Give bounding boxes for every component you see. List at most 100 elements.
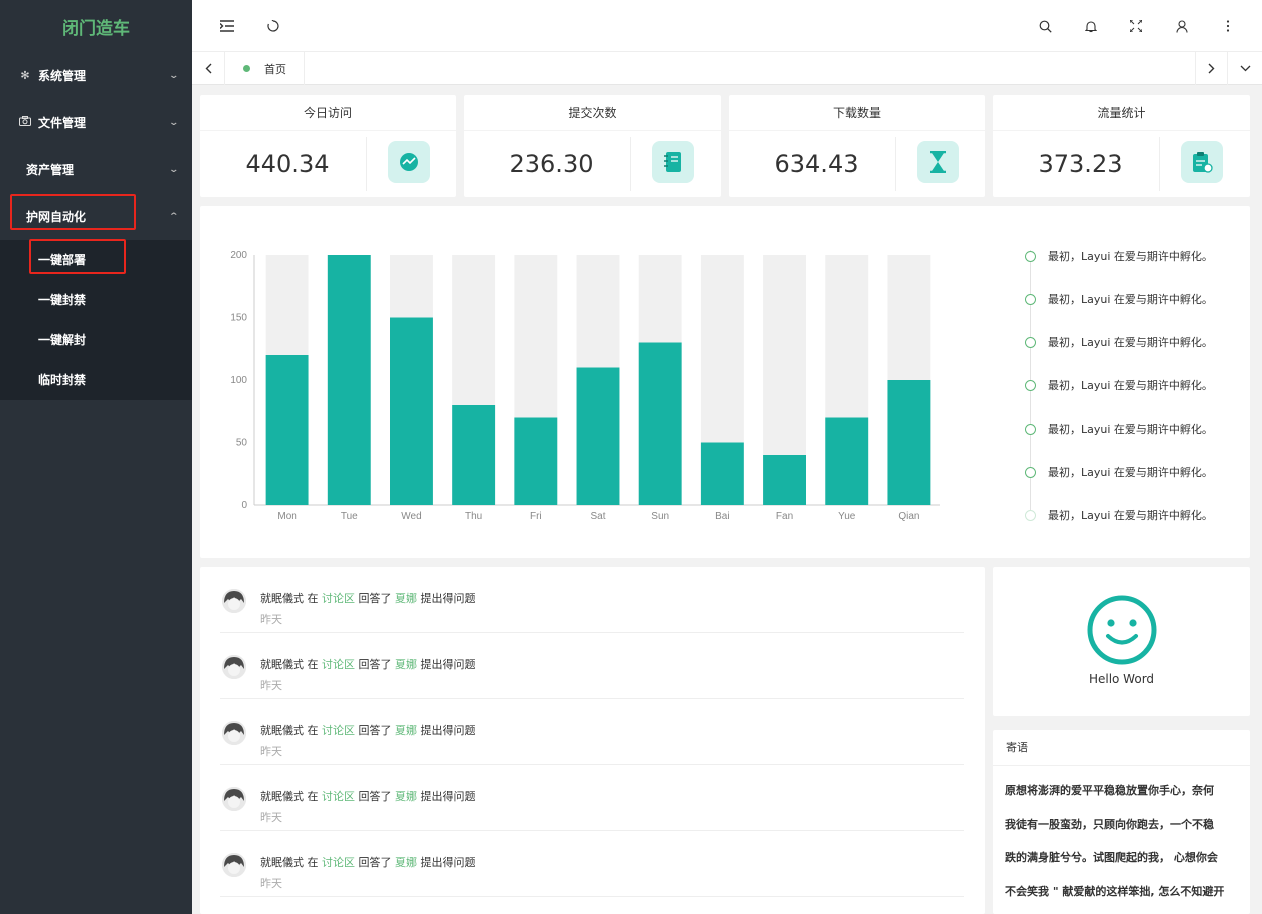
x-tick-label: Thu [465,511,482,522]
activity-link[interactable]: 讨论区 [322,790,355,803]
x-tick-label: Bai [715,511,729,522]
menu-fold-icon[interactable] [216,15,238,37]
sidebar-item-label: 系统管理 [38,69,87,83]
more-icon[interactable] [1217,15,1239,37]
tab-home[interactable]: 首页 [225,52,305,85]
activity-text: 就眠儀式 在 讨论区 回答了 夏娜 提出得问题 [260,722,476,738]
timeline: 最初，Layui 在爱与期许中孵化。 最初，Layui 在爱与期许中孵化。 最初… [1025,246,1245,536]
bar [825,417,869,505]
stat-card-traffic: 流量统计 373.23 [993,95,1250,197]
sidebar-item-system[interactable]: ✻ 系统管理 ⌄ [0,52,192,99]
activity-text: 就眠儀式 在 讨论区 回答了 夏娜 提出得问题 [260,656,476,672]
timeline-text: 最初，Layui 在爱与期许中孵化。 [1048,379,1213,392]
activity-word: 在 [307,592,319,605]
message-line: 跌的满身脏兮兮。试图爬起的我， 心想你会 [1005,851,1218,864]
user-icon[interactable] [1171,15,1193,37]
hello-text: Hello Word [1088,672,1155,686]
activity-link[interactable]: 讨论区 [322,658,355,671]
bar [700,442,744,505]
activity-word: 回答了 [358,856,392,869]
x-tick-label: Mon [277,511,296,522]
stat-title: 今日访问 [200,95,456,131]
stat-title: 提交次数 [464,95,721,131]
avatar[interactable] [222,853,246,877]
x-tick-label: Sun [651,511,669,522]
activity-word: 提出得问题 [420,592,476,605]
activity-word: 回答了 [358,592,392,605]
message-title: 寄语 [993,730,1250,766]
tabs-dropdown-button[interactable] [1229,52,1262,85]
tabs-prev-button[interactable] [192,52,225,85]
x-tick-label: Fri [530,511,542,522]
avatar[interactable] [222,721,246,745]
bell-icon[interactable] [1080,15,1102,37]
divider [366,137,367,191]
activity-user[interactable]: 就眠儀式 [260,856,304,869]
x-tick-label: Qian [898,511,919,522]
app-logo[interactable]: 闭门造车 [62,19,130,39]
divider [895,137,896,191]
activity-link[interactable]: 夏娜 [395,592,417,605]
message-card: 寄语 原想将澎湃的爱平平稳稳放置你手心，奈何 我徒有一股蛮劲，只顾向你跑去，一个… [993,730,1250,914]
sidebar-item-files[interactable]: 文件管理 ⌄ [0,99,192,146]
activity-word: 回答了 [358,724,392,737]
activity-link[interactable]: 讨论区 [322,856,355,869]
message-body: 原想将澎湃的爱平平稳稳放置你手心，奈何 我徒有一股蛮劲，只顾向你跑去，一个不稳 … [993,766,1250,914]
submenu-item-block[interactable]: 一键封禁 [38,293,87,307]
camera-icon [18,116,32,129]
y-tick-label: 150 [230,313,247,324]
circle-icon [1025,509,1036,521]
activity-word: 提出得问题 [420,790,476,803]
activity-time: 昨天 [260,613,282,626]
tabs-next-button[interactable] [1195,52,1228,85]
bar [514,417,558,505]
circle-icon [1025,423,1036,435]
timeline-item: 最初，Layui 在爱与期许中孵化。 [1025,419,1213,439]
sidebar-item-label: 护网自动化 [26,210,87,224]
hello-card: Hello Word [993,567,1250,716]
y-tick-label: 50 [236,438,248,449]
activity-text: 就眠儀式 在 讨论区 回答了 夏娜 提出得问题 [260,788,476,804]
fullscreen-icon[interactable] [1125,15,1147,37]
submenu-item-unblock[interactable]: 一键解封 [38,333,87,347]
avatar[interactable] [222,655,246,679]
activity-word: 在 [307,724,319,737]
avatar[interactable] [222,589,246,613]
activity-word: 在 [307,790,319,803]
submenu: 一键部署 一键封禁 一键解封 临时封禁 [0,240,192,400]
activity-user[interactable]: 就眠儀式 [260,592,304,605]
list-item: 就眠儀式 在 讨论区 回答了 夏娜 提出得问题 昨天 [220,699,964,765]
activity-link[interactable]: 夏娜 [395,790,417,803]
bar [638,342,682,505]
stat-value: 440.34 [245,150,330,178]
activity-link[interactable]: 讨论区 [322,592,355,605]
refresh-icon[interactable] [262,15,284,37]
bar [452,405,496,505]
smile-icon [1087,595,1157,665]
activity-link[interactable]: 夏娜 [395,658,417,671]
activity-user[interactable]: 就眠儀式 [260,658,304,671]
y-tick-label: 100 [230,375,247,386]
activity-user[interactable]: 就眠儀式 [260,724,304,737]
circle-icon [1025,379,1036,391]
chevron-up-icon: ⌃ [168,211,180,222]
activity-link[interactable]: 夏娜 [395,856,417,869]
submenu-item-temp-block[interactable]: 临时封禁 [38,373,87,387]
search-icon[interactable] [1034,15,1056,37]
submenu-item-deploy[interactable]: 一键部署 [38,253,87,267]
timeline-item: 最初，Layui 在爱与期许中孵化。 [1025,375,1213,395]
tab-label: 首页 [264,62,286,76]
activity-user[interactable]: 就眠儀式 [260,790,304,803]
sidebar-item-assets[interactable]: 资产管理 ⌄ [0,146,192,193]
activity-word: 在 [307,658,319,671]
divider [1159,137,1160,191]
stat-value: 236.30 [509,150,594,178]
timeline-text: 最初，Layui 在爱与期许中孵化。 [1048,250,1213,263]
avatar[interactable] [222,787,246,811]
activity-word: 在 [307,856,319,869]
activity-word: 提出得问题 [420,856,476,869]
activity-link[interactable]: 夏娜 [395,724,417,737]
timeline-text: 最初，Layui 在爱与期许中孵化。 [1048,336,1213,349]
sidebar-item-automation[interactable]: 护网自动化 ⌃ [0,193,192,240]
activity-link[interactable]: 讨论区 [322,724,355,737]
